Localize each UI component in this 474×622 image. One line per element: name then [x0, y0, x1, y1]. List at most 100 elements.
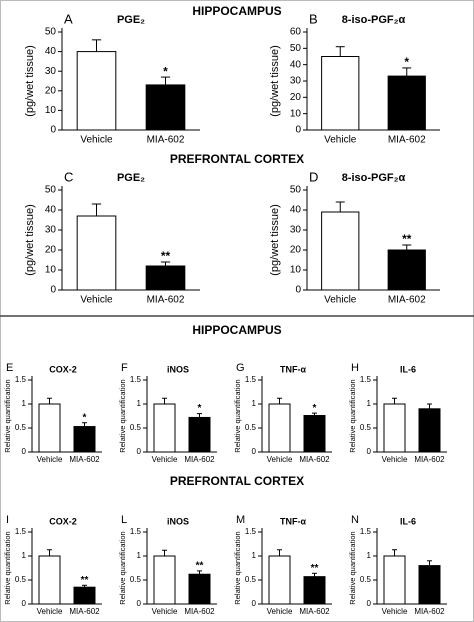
- y-tick-label: 0: [252, 447, 257, 456]
- panel-title: PGE₂: [117, 172, 145, 184]
- y-tick-label: 0: [50, 125, 56, 136]
- panel-title: TNF-α: [280, 364, 306, 374]
- y-tick-label: 0: [22, 599, 27, 608]
- panel-letter: H: [351, 362, 359, 374]
- bar: [418, 408, 441, 453]
- y-tick-label: 1: [252, 551, 257, 560]
- y-tick-label: 0: [137, 599, 142, 608]
- bar: [321, 211, 360, 291]
- significance-label: *: [198, 403, 202, 414]
- y-axis-label: Relative quantification: [233, 379, 242, 452]
- x-tick-label: MIA-602: [414, 607, 445, 616]
- section-heading: PREFRONTAL CORTEX: [170, 152, 304, 166]
- bar: [38, 555, 61, 605]
- y-axis-label: Relative quantification: [3, 531, 12, 604]
- y-tick-label: 0.5: [360, 575, 372, 584]
- x-tick-label: Vehicle: [267, 455, 293, 464]
- y-axis-label: (pg/wet tissue): [24, 45, 36, 117]
- bar: [303, 415, 326, 453]
- panel-title: IL-6: [400, 364, 416, 374]
- bar: [303, 576, 326, 605]
- y-tick-label: 0.5: [130, 423, 142, 432]
- y-tick-label: 1.5: [130, 375, 142, 384]
- x-tick-label: MIA-602: [299, 607, 330, 616]
- x-tick-label: MIA-602: [388, 135, 426, 146]
- x-tick-label: MIA-602: [69, 455, 100, 464]
- x-tick-label: MIA-602: [388, 295, 426, 306]
- y-tick-label: 1: [367, 551, 372, 560]
- significance-label: **: [161, 249, 171, 263]
- y-tick-label: 1.5: [130, 527, 142, 536]
- y-tick-label: 50: [290, 43, 302, 54]
- bar: [153, 555, 176, 605]
- bar: [268, 555, 291, 605]
- section-heading: PREFRONTAL CORTEX: [170, 474, 304, 488]
- x-tick-label: MIA-602: [69, 607, 100, 616]
- panel-title: IL-6: [400, 516, 416, 526]
- y-tick-label: 1.5: [245, 527, 257, 536]
- panel-letter: F: [121, 362, 128, 374]
- y-tick-label: 40: [45, 46, 57, 57]
- section-heading: HIPPOCAMPUS: [192, 323, 281, 337]
- y-tick-label: 30: [290, 225, 302, 236]
- y-tick-label: 40: [290, 59, 302, 70]
- panel-letter: L: [121, 514, 127, 526]
- bar: [145, 84, 186, 131]
- bar: [38, 403, 61, 453]
- y-tick-label: 0.5: [245, 575, 257, 584]
- x-tick-label: MIA-602: [184, 455, 215, 464]
- y-axis-label: (pg/wet tissue): [269, 204, 281, 276]
- x-tick-label: MIA-602: [414, 455, 445, 464]
- y-axis-label: Relative quantification: [348, 379, 357, 452]
- y-tick-label: 30: [45, 225, 57, 236]
- x-tick-label: Vehicle: [324, 135, 357, 146]
- y-tick-label: 20: [45, 245, 57, 256]
- x-tick-label: MIA-602: [184, 607, 215, 616]
- y-tick-label: 50: [45, 27, 57, 38]
- y-tick-label: 30: [290, 76, 302, 87]
- panel-title: 8-iso-PGF₂α: [342, 14, 406, 26]
- x-tick-label: Vehicle: [37, 455, 63, 464]
- x-tick-label: Vehicle: [37, 607, 63, 616]
- y-axis-label: (pg/wet tissue): [24, 204, 36, 276]
- y-tick-label: 0.5: [245, 423, 257, 432]
- y-tick-label: 1.5: [15, 375, 27, 384]
- panel-letter: E: [6, 362, 13, 374]
- bar: [73, 426, 96, 453]
- y-tick-label: 1: [22, 551, 27, 560]
- x-tick-label: Vehicle: [80, 295, 113, 306]
- bar: [387, 75, 426, 131]
- y-tick-label: 1.5: [360, 375, 372, 384]
- y-tick-label: 10: [290, 265, 302, 276]
- bar: [145, 265, 186, 291]
- y-tick-label: 0: [295, 125, 301, 136]
- y-tick-label: 0: [367, 599, 372, 608]
- significance-label: *: [163, 64, 168, 78]
- panel-title: TNF-α: [280, 516, 306, 526]
- panel-title: COX-2: [49, 516, 77, 526]
- significance-label: **: [402, 232, 412, 246]
- bar: [321, 56, 360, 131]
- significance-label: **: [196, 561, 204, 572]
- significance-label: *: [313, 403, 317, 414]
- panel-letter: D: [309, 169, 318, 184]
- bar: [418, 565, 441, 605]
- y-axis-label: Relative quantification: [348, 531, 357, 604]
- bar: [188, 416, 211, 453]
- y-tick-label: 60: [290, 27, 302, 38]
- bar: [383, 403, 406, 453]
- bar: [268, 403, 291, 453]
- x-tick-label: MIA-602: [147, 295, 185, 306]
- panel-letter: C: [64, 169, 73, 184]
- y-tick-label: 0: [50, 285, 56, 296]
- bar: [76, 51, 117, 131]
- y-tick-label: 1: [22, 399, 27, 408]
- y-tick-label: 50: [290, 185, 302, 196]
- panel-letter: I: [6, 514, 9, 526]
- y-tick-label: 0.5: [15, 575, 27, 584]
- y-tick-label: 1.5: [360, 527, 372, 536]
- y-tick-label: 0: [22, 447, 27, 456]
- y-tick-label: 40: [290, 205, 302, 216]
- bar: [383, 555, 406, 605]
